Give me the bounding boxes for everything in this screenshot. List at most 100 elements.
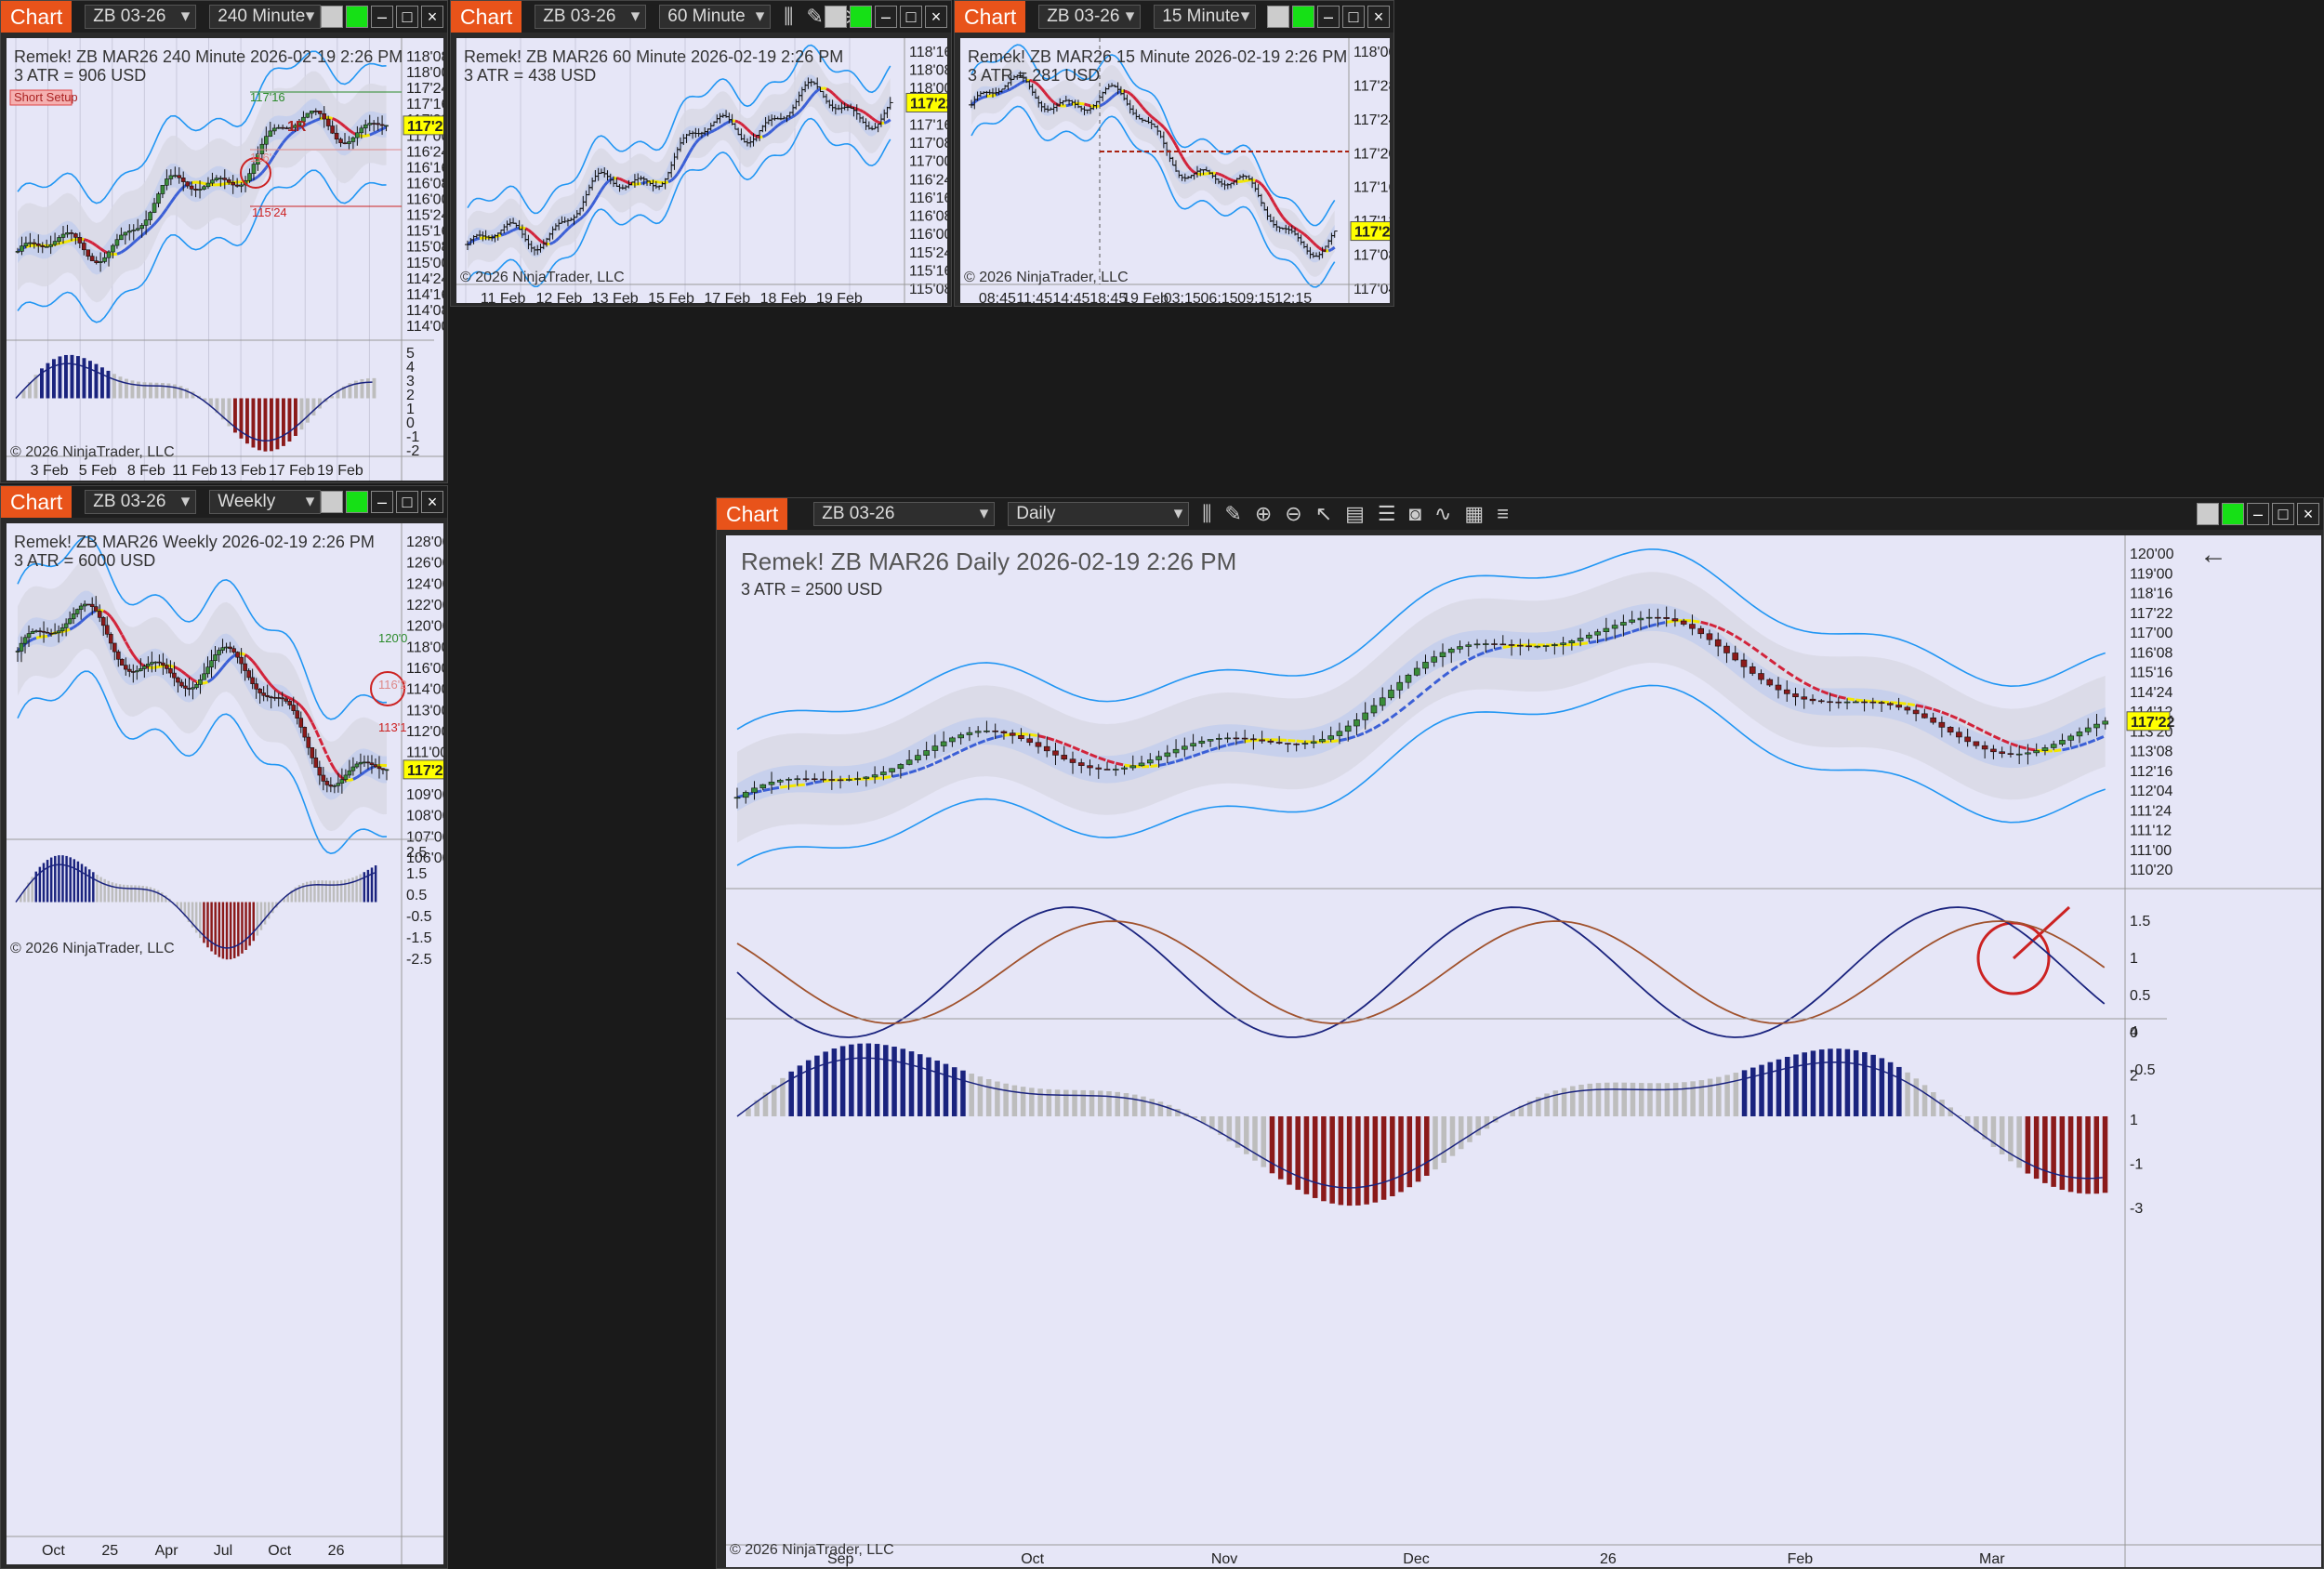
- cloud-fill: [737, 603, 2106, 811]
- strategies-icon[interactable]: ▦: [1464, 502, 1485, 525]
- short-setup-badge[interactable]: [9, 89, 73, 106]
- pencil-icon[interactable]: ✎: [806, 5, 824, 28]
- osc-bar: [118, 376, 123, 399]
- candle-body: [239, 184, 244, 187]
- price-panel[interactable]: 128'00 126'00 124'00 122'00 120'00 118'00 116'…: [7, 523, 443, 1564]
- trend-line: [1315, 244, 1321, 250]
- trend-line: [1794, 676, 1805, 684]
- trend-line: [1812, 685, 1822, 692]
- trend-line: [536, 237, 542, 243]
- chart-menu-button[interactable]: Chart: [1, 486, 73, 518]
- chart-240-svg[interactable]: 118'08118'00117'24117'16117'08117'00116'…: [7, 38, 443, 481]
- back-arrow-icon[interactable]: ←: [2199, 539, 2227, 570]
- price-panel[interactable]: 118'16118'08118'00117'24117'16117'08117'…: [456, 38, 947, 303]
- interval-selector[interactable]: 240 Minute: [209, 5, 322, 29]
- link-button[interactable]: [346, 6, 368, 28]
- osc-tick-label: -1.5: [406, 930, 432, 946]
- window-mode-button[interactable]: [2197, 503, 2219, 525]
- chart-window-15min: Chart ZB 03-26 15 Minute ⫼ –□× 118'00 117…: [954, 0, 1394, 307]
- osc-bar: [178, 386, 183, 399]
- window-mode-button[interactable]: [825, 6, 847, 28]
- trend-line: [1309, 238, 1314, 244]
- maximize-icon[interactable]: □: [396, 6, 418, 28]
- close-icon[interactable]: ×: [2297, 503, 2319, 525]
- trend-line: [1129, 92, 1135, 98]
- trend-line: [1013, 84, 1019, 89]
- minimize-icon[interactable]: –: [2247, 503, 2269, 525]
- indicators-icon[interactable]: ∿: [1433, 502, 1452, 525]
- link-button[interactable]: [850, 6, 872, 28]
- window-mode-button[interactable]: [321, 491, 343, 513]
- interval-selector[interactable]: 60 Minute: [659, 5, 772, 29]
- properties-icon[interactable]: ☰: [1377, 502, 1396, 525]
- chart-60-svg[interactable]: 118'16118'08118'00117'24117'16117'08117'…: [456, 38, 947, 303]
- trend-line: [670, 177, 676, 182]
- link-button[interactable]: [346, 491, 368, 513]
- candle-body: [98, 261, 103, 263]
- candle-body: [86, 249, 91, 257]
- interval-selector[interactable]: 15 Minute: [1154, 5, 1257, 29]
- candle-body: [153, 661, 158, 664]
- interval-selector[interactable]: Daily: [1008, 502, 1190, 526]
- chart-menu-button[interactable]: Chart: [717, 498, 788, 530]
- osc-bar: [149, 887, 152, 903]
- osc-bar: [185, 388, 189, 399]
- data-box-icon[interactable]: ▤: [1345, 502, 1365, 525]
- chart-15-svg[interactable]: 118'00117'28117'24117'20117'16117'12117'…: [960, 38, 1390, 303]
- trend-line: [1915, 704, 1925, 709]
- chart-window-60min: Chart ZB 03-26 60 Minute ⫼ ✎ ⊕ –□× 118'1…: [450, 0, 952, 307]
- instrument-selector[interactable]: ZB 03-26: [1038, 5, 1142, 29]
- price-panel[interactable]: 118'00117'28117'24117'20117'16117'12117'…: [960, 38, 1390, 303]
- close-icon[interactable]: ×: [421, 6, 443, 28]
- pointer-icon[interactable]: ↖: [1314, 502, 1333, 525]
- osc-bar: [1990, 1116, 1997, 1148]
- close-icon[interactable]: ×: [1367, 6, 1390, 28]
- chart-weekly-svg[interactable]: 128'00 126'00 124'00 122'00 120'00 118'00 116'…: [7, 523, 443, 1564]
- maximize-icon[interactable]: □: [900, 6, 922, 28]
- instrument-selector[interactable]: ZB 03-26: [535, 5, 647, 29]
- price-tick-label: 118'08: [909, 63, 947, 79]
- maximize-icon[interactable]: □: [396, 491, 418, 513]
- chart-menu-button[interactable]: Chart: [955, 1, 1026, 33]
- maximize-icon[interactable]: □: [1342, 6, 1365, 28]
- minimize-icon[interactable]: –: [875, 6, 897, 28]
- minimize-icon[interactable]: –: [371, 491, 393, 513]
- window-mode-button[interactable]: [321, 6, 343, 28]
- trend-line: [1725, 629, 1736, 638]
- trend-line: [853, 106, 858, 111]
- chart-menu-button[interactable]: Chart: [1, 1, 73, 33]
- instrument-selector[interactable]: ZB 03-26: [85, 5, 197, 29]
- chart-window-240min: Chart ZB 03-26 240 Minute ⫼ ▾ –□× 118'08…: [0, 0, 448, 483]
- candle-body: [367, 123, 373, 125]
- osc-bar: [336, 390, 340, 399]
- bars-icon[interactable]: ⫼: [1202, 502, 1212, 525]
- candle-body: [1285, 743, 1291, 745]
- trend-line: [2062, 746, 2072, 752]
- screenshot-icon[interactable]: ◙: [1408, 502, 1421, 525]
- trend-line: [610, 177, 614, 181]
- minimize-icon[interactable]: –: [371, 6, 393, 28]
- window-mode-button[interactable]: [1267, 6, 1289, 28]
- zoom-out-icon[interactable]: ⊖: [1285, 502, 1302, 525]
- osc-bar: [1037, 1088, 1043, 1116]
- zoom-in-icon[interactable]: ⊕: [1254, 502, 1273, 525]
- maximize-icon[interactable]: □: [2272, 503, 2294, 525]
- pencil-icon[interactable]: ✎: [1224, 502, 1242, 525]
- interval-selector[interactable]: Weekly: [209, 490, 322, 514]
- price-panel[interactable]: 118'08118'00117'24117'16117'08117'00116'…: [7, 38, 443, 481]
- instrument-selector[interactable]: ZB 03-26: [813, 502, 996, 526]
- bars-icon[interactable]: ⫼: [784, 5, 794, 28]
- list-icon[interactable]: ≡: [1497, 502, 1510, 525]
- instrument-selector[interactable]: ZB 03-26: [85, 490, 197, 514]
- price-panel[interactable]: 120'00 119'00 118'16 117'22 117'00 116'08 115'…: [726, 535, 2321, 1567]
- link-button[interactable]: [2222, 503, 2244, 525]
- close-icon[interactable]: ×: [925, 6, 947, 28]
- osc-bar: [1836, 1048, 1842, 1116]
- trend-line: [874, 776, 884, 781]
- close-icon[interactable]: ×: [421, 491, 443, 513]
- trend-line: [1102, 101, 1107, 106]
- minimize-icon[interactable]: –: [1317, 6, 1340, 28]
- chart-daily-svg[interactable]: 120'00 119'00 118'16 117'22 117'00 116'08 115'…: [726, 535, 2321, 1567]
- chart-menu-button[interactable]: Chart: [451, 1, 522, 33]
- link-button[interactable]: [1292, 6, 1314, 28]
